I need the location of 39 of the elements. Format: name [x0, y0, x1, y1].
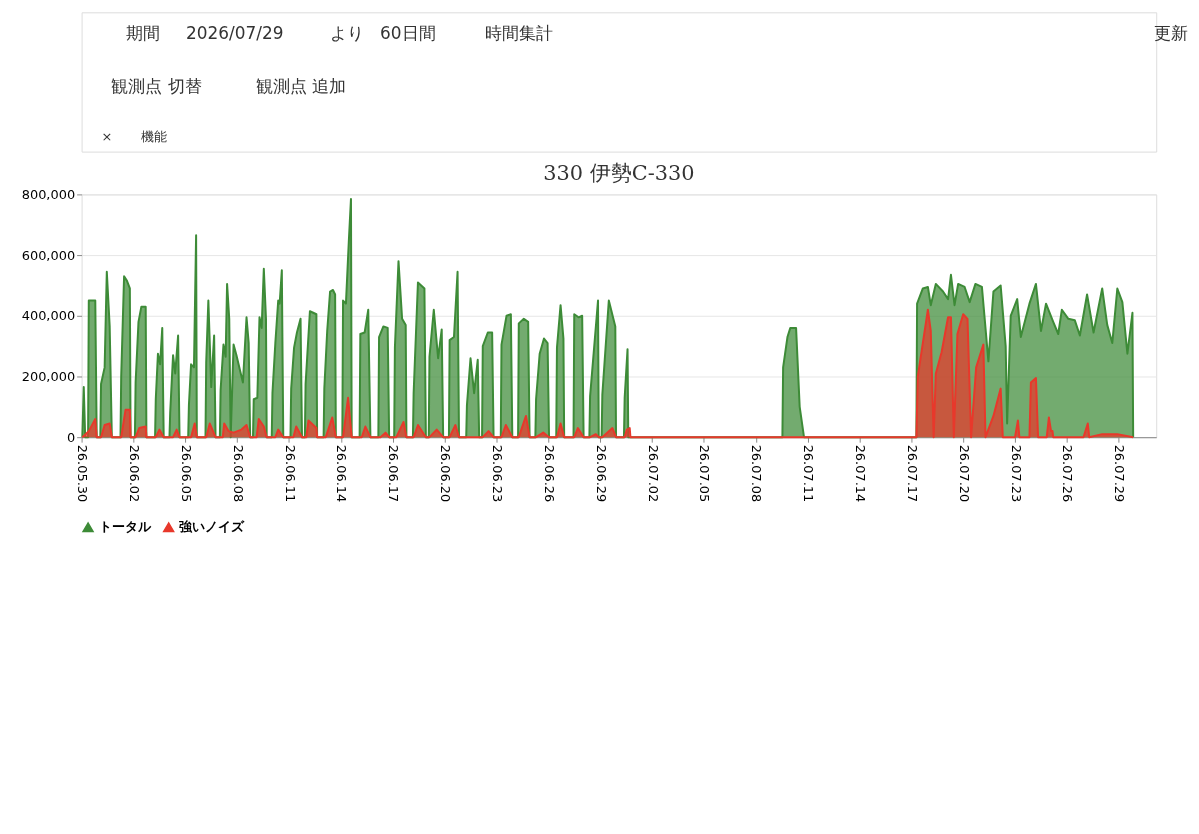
- text: 更新: [1154, 23, 1189, 44]
- x-tick-label: 26.06.08: [230, 444, 246, 503]
- x-tick-label: 26.07.11: [801, 444, 817, 503]
- text: 観測点 切替: [111, 75, 202, 96]
- x-tick-label: 26.07.05: [697, 444, 713, 503]
- legend-label: トータル: [98, 519, 152, 535]
- x-tick-label: 26.07.14: [852, 444, 868, 503]
- x-tick-label: 26.06.11: [282, 444, 298, 503]
- legend-label: 強いノイズ: [179, 519, 246, 535]
- x-tick-label: 26.07.20: [956, 444, 972, 503]
- x-tick-label: 26.06.14: [334, 444, 350, 503]
- x-tick-label: 26.06.17: [386, 444, 402, 503]
- text: 観測点 追加: [255, 75, 347, 96]
- text: 時間集計: [484, 23, 553, 44]
- y-tick-label: 800,000: [21, 186, 76, 202]
- x-tick-label: 26.07.08: [749, 444, 765, 503]
- x-tick-label: 26.06.29: [593, 444, 609, 503]
- x-tick-label: 26.06.26: [541, 444, 557, 503]
- x-tick-label: 26.05.30: [75, 444, 91, 503]
- x-tick-label: 26.06.23: [489, 444, 505, 503]
- text: 60日間: [380, 23, 436, 44]
- x-tick-label: 26.07.23: [1008, 444, 1024, 503]
- text: 機能: [141, 128, 168, 144]
- x-tick-label: 26.07.17: [904, 444, 920, 503]
- chart-title: 330 伊勢C-330: [543, 161, 695, 186]
- text: より: [330, 23, 365, 44]
- text: ×: [101, 128, 113, 144]
- x-tick-label: 26.06.20: [438, 444, 454, 503]
- text: 期間: [126, 23, 161, 44]
- y-tick-label: 200,000: [21, 368, 76, 384]
- x-tick-label: 26.06.02: [126, 444, 142, 503]
- y-tick-label: 0: [66, 429, 76, 445]
- y-tick-label: 400,000: [21, 308, 76, 324]
- x-tick-label: 26.06.05: [178, 444, 194, 503]
- text: 2026/07/29: [186, 23, 284, 44]
- x-tick-label: 26.07.02: [645, 444, 661, 503]
- x-tick-label: 26.07.26: [1060, 444, 1076, 503]
- y-tick-label: 600,000: [21, 247, 76, 263]
- x-tick-label: 26.07.29: [1112, 444, 1128, 503]
